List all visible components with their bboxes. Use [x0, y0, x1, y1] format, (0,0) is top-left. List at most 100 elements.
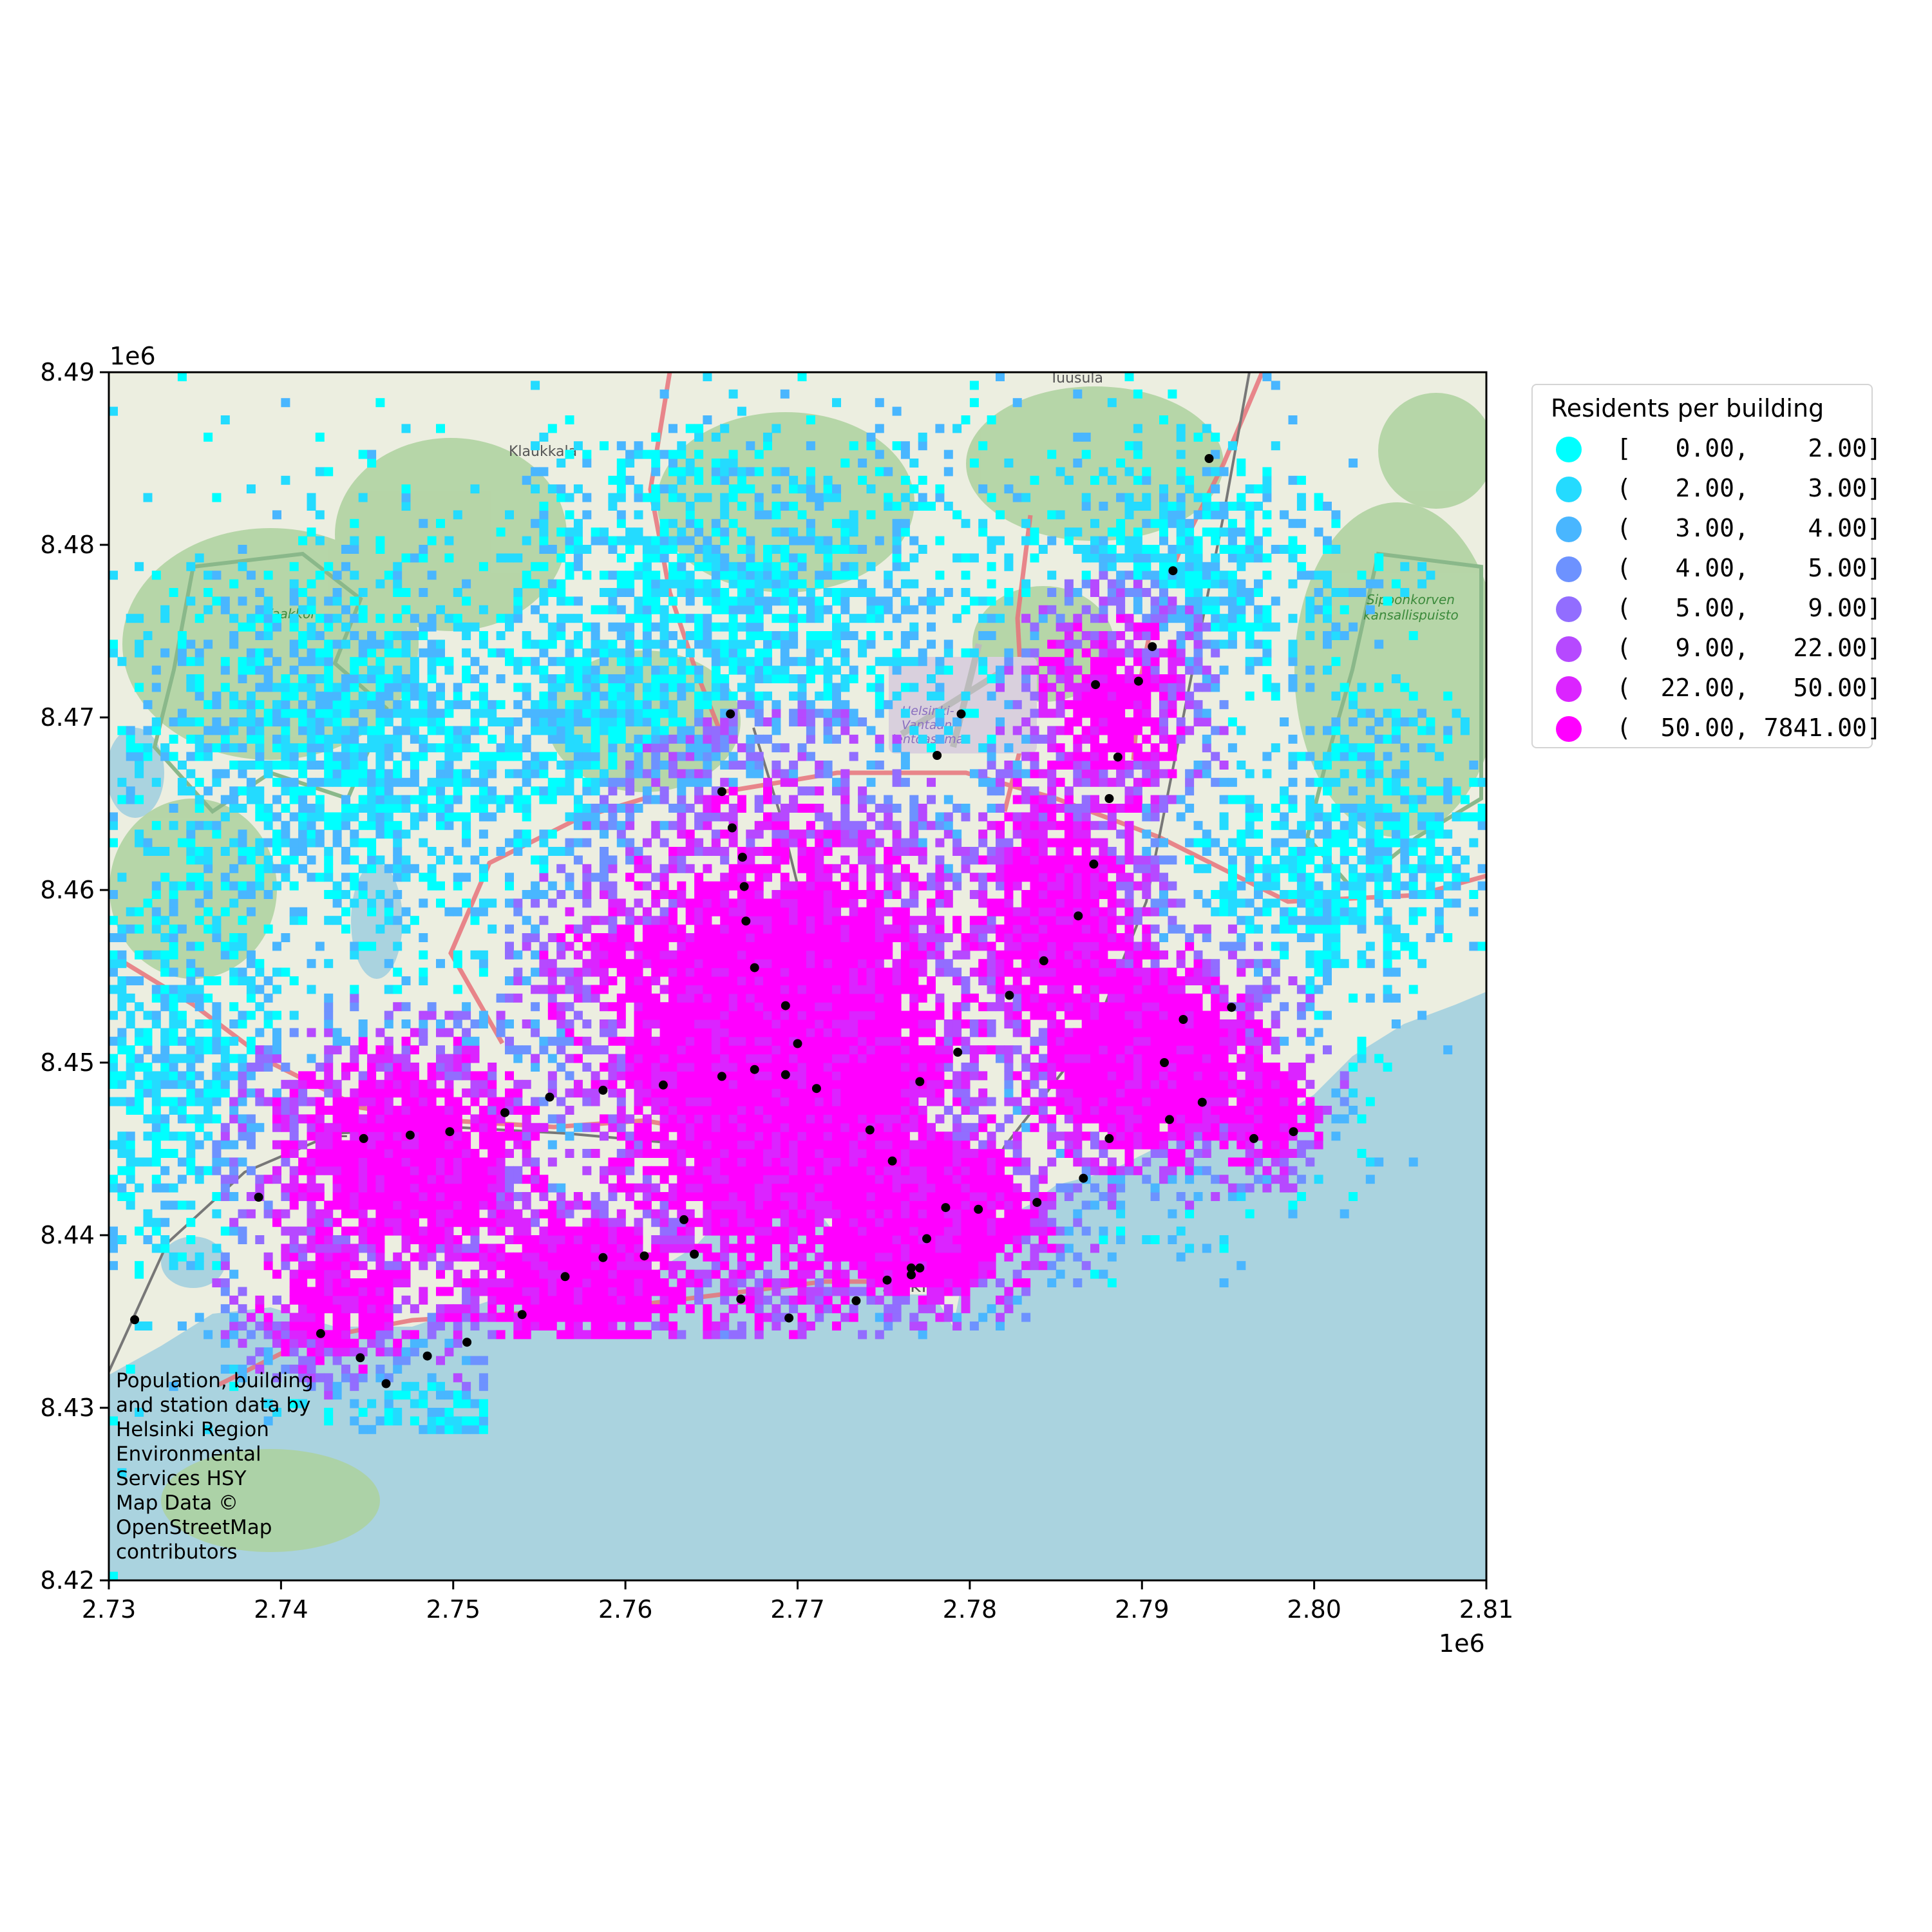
grid-cell	[694, 777, 704, 787]
grid-cell	[462, 665, 471, 675]
grid-cell	[513, 950, 523, 960]
grid-cell	[763, 1312, 772, 1322]
grid-cell	[832, 571, 841, 580]
grid-cell	[763, 1045, 772, 1055]
grid-cell	[711, 1192, 721, 1201]
grid-cell	[547, 752, 557, 761]
grid-cell	[478, 777, 488, 787]
grid-cell	[204, 847, 213, 856]
grid-cell	[419, 545, 428, 554]
grid-cell	[255, 614, 265, 623]
grid-cell	[728, 873, 738, 882]
grid-cell	[634, 1330, 643, 1340]
grid-cell	[324, 1045, 334, 1055]
grid-cell	[281, 1122, 290, 1132]
grid-cell	[608, 726, 618, 735]
grid-cell	[307, 1321, 316, 1331]
grid-cell	[806, 976, 815, 985]
grid-cell	[444, 847, 454, 856]
grid-cell	[746, 976, 755, 985]
grid-cell	[823, 1063, 833, 1072]
grid-cell	[754, 769, 764, 779]
grid-cell	[367, 665, 377, 675]
grid-cell	[522, 639, 531, 649]
grid-cell	[117, 873, 127, 882]
grid-cell	[350, 1132, 359, 1141]
grid-cell	[823, 1088, 833, 1098]
grid-cell	[298, 1088, 308, 1098]
grid-cell	[685, 1235, 695, 1244]
grid-cell	[135, 761, 144, 770]
grid-cell	[677, 1295, 687, 1305]
grid-cell	[600, 1226, 609, 1236]
grid-cell	[547, 691, 557, 701]
grid-cell	[763, 942, 772, 951]
grid-cell	[608, 1054, 618, 1063]
grid-cell	[298, 907, 308, 916]
grid-cell	[488, 1132, 497, 1141]
grid-cell	[797, 1175, 807, 1184]
grid-cell	[307, 622, 316, 632]
grid-cell	[573, 1304, 583, 1314]
grid-cell	[642, 614, 652, 623]
grid-cell	[281, 1252, 290, 1262]
grid-cell	[281, 674, 290, 683]
grid-cell	[659, 708, 669, 718]
grid-cell	[591, 527, 600, 537]
grid-cell	[401, 1269, 411, 1279]
grid-cell	[634, 1054, 643, 1063]
grid-cell	[350, 1088, 359, 1098]
grid-cell	[677, 967, 687, 977]
grid-cell	[573, 1122, 583, 1132]
grid-cell	[212, 1192, 222, 1201]
grid-cell	[531, 1166, 540, 1175]
grid-cell	[263, 1097, 273, 1106]
grid-cell	[186, 1132, 196, 1141]
grid-cell	[367, 726, 377, 735]
grid-cell	[384, 1304, 393, 1314]
grid-cell	[754, 1019, 764, 1028]
grid-cell	[711, 812, 721, 822]
grid-cell	[703, 1149, 712, 1158]
grid-cell	[582, 450, 592, 459]
grid-cell	[772, 1209, 781, 1218]
grid-cell	[600, 959, 609, 969]
grid-cell	[806, 1071, 815, 1081]
grid-cell	[436, 424, 445, 433]
grid-cell	[720, 571, 730, 580]
grid-cell	[754, 734, 764, 744]
grid-cell	[737, 1071, 746, 1081]
grid-cell	[659, 648, 669, 658]
grid-cell	[160, 950, 170, 960]
grid-cell	[298, 717, 308, 726]
grid-cell	[194, 873, 204, 882]
grid-cell	[789, 967, 799, 977]
grid-cell	[384, 734, 393, 744]
grid-cell	[419, 1175, 428, 1184]
grid-cell	[229, 1365, 239, 1374]
grid-cell	[763, 1063, 772, 1072]
grid-cell	[220, 1304, 230, 1314]
grid-cell	[763, 674, 772, 683]
grid-cell	[737, 475, 746, 485]
grid-cell	[746, 993, 755, 1003]
grid-cell	[728, 389, 738, 399]
grid-cell	[642, 1122, 652, 1132]
grid-cell	[496, 1140, 506, 1150]
grid-cell	[496, 614, 506, 623]
grid-cell	[453, 1425, 462, 1434]
grid-cell	[694, 847, 704, 856]
grid-cell	[806, 1063, 815, 1072]
grid-cell	[737, 622, 746, 632]
grid-cell	[634, 1010, 643, 1020]
grid-cell	[608, 1088, 618, 1098]
grid-cell	[797, 1140, 807, 1150]
grid-cell	[780, 665, 790, 675]
grid-cell	[177, 1054, 187, 1063]
grid-cell	[427, 1088, 437, 1098]
grid-cell	[642, 1166, 652, 1175]
grid-cell	[728, 1097, 738, 1106]
grid-cell	[772, 545, 781, 554]
grid-cell	[419, 898, 428, 908]
grid-cell	[582, 1330, 592, 1340]
